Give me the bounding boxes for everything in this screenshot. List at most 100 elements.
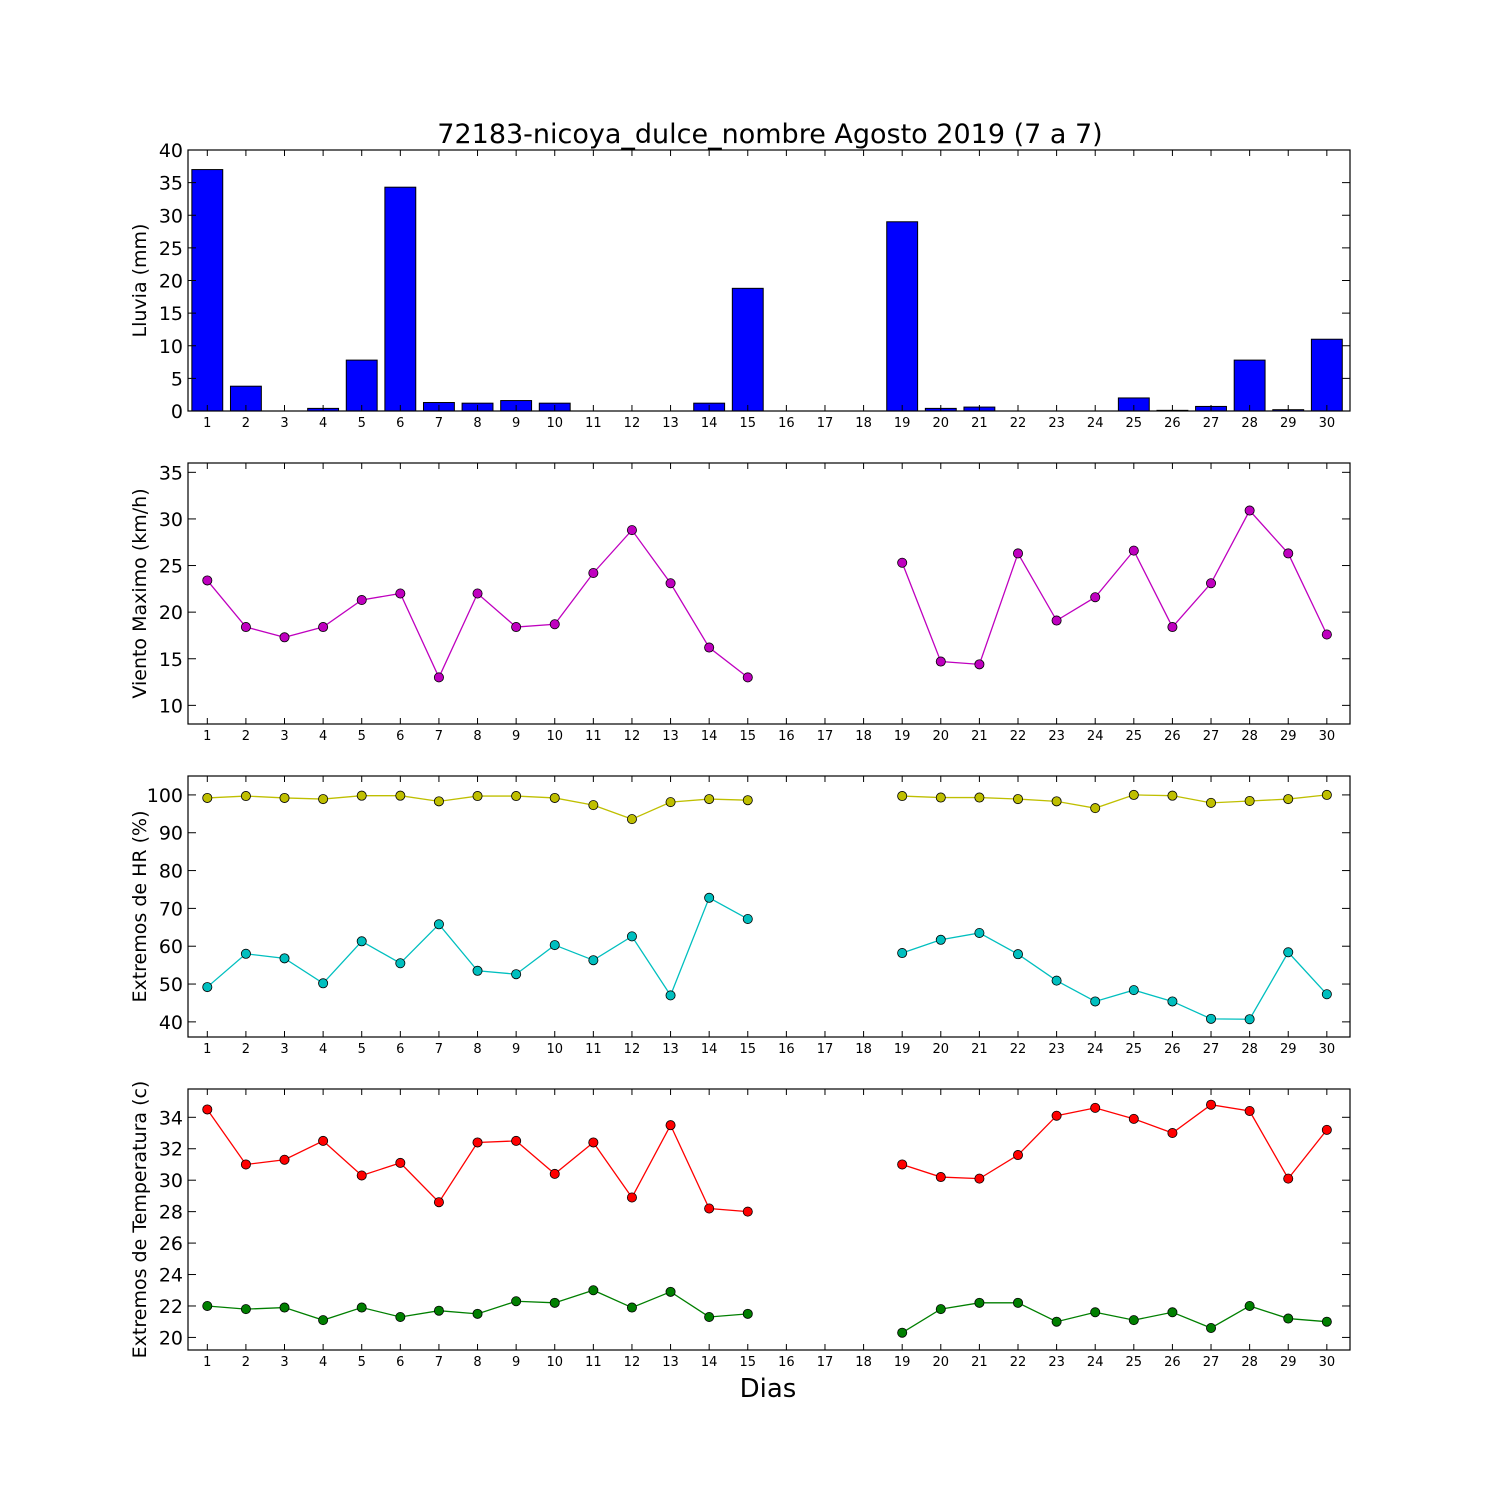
x-tick-label: 26 (1164, 729, 1181, 744)
x-tick-label: 20 (933, 729, 950, 744)
x-tick-label: 30 (1319, 1355, 1336, 1370)
x-tick-label: 28 (1241, 416, 1258, 431)
y-tick-label: 0 (171, 401, 183, 423)
point-day-27 (1206, 797, 1217, 808)
point-day-20 (935, 792, 946, 803)
x-tick-label: 2 (242, 729, 250, 744)
x-tick-label: 8 (473, 1355, 481, 1370)
point-day-20 (935, 656, 946, 667)
series-3-2 (202, 892, 1332, 1025)
y-tick-label: 70 (159, 898, 183, 920)
x-tick-label: 22 (1010, 729, 1027, 744)
x-tick-label: 28 (1241, 729, 1258, 744)
x-tick-label: 11 (585, 1355, 602, 1370)
x-tick-label: 27 (1203, 416, 1220, 431)
series-line (901, 509, 1328, 666)
x-tick-label: 10 (546, 1355, 563, 1370)
x-tick-label: 8 (473, 729, 481, 744)
x-tick-label: 9 (512, 416, 520, 431)
y-tick-label: 10 (159, 336, 183, 358)
x-tick-label: 13 (662, 1042, 679, 1057)
x-tick-label: 20 (933, 1042, 950, 1057)
x-tick-label: 5 (358, 1355, 366, 1370)
x-tick-label: 30 (1319, 729, 1336, 744)
point-day-4 (318, 978, 329, 989)
point-day-1 (202, 1300, 213, 1311)
x-tick-label: 9 (512, 1042, 520, 1057)
point-day-2 (240, 948, 251, 959)
point-day-29 (1283, 947, 1294, 958)
point-day-23 (1051, 1110, 1062, 1121)
x-tick-label: 9 (512, 1355, 520, 1370)
y-tick-label: 35 (159, 462, 183, 484)
y-tick-label: 30 (159, 1170, 183, 1192)
y-tick-label: 20 (159, 271, 183, 293)
point-day-15 (742, 672, 753, 683)
bar-day-6 (384, 186, 417, 412)
x-tick-label: 15 (739, 416, 756, 431)
x-tick-label: 19 (894, 729, 911, 744)
x-tick-label: 11 (585, 416, 602, 431)
x-tick-label: 6 (396, 1355, 404, 1370)
x-tick-label: 5 (358, 416, 366, 431)
x-tick-label: 13 (662, 729, 679, 744)
x-tick-label: 23 (1048, 729, 1065, 744)
point-day-22 (1013, 1297, 1024, 1308)
point-day-21 (974, 792, 985, 803)
point-day-27 (1206, 1013, 1217, 1024)
y-tick-label: 32 (159, 1139, 183, 1161)
point-day-11 (588, 567, 599, 578)
x-tick-label: 27 (1203, 729, 1220, 744)
x-tick-label: 26 (1164, 1355, 1181, 1370)
x-tick-label: 23 (1048, 1355, 1065, 1370)
point-day-12 (626, 1302, 637, 1313)
point-day-24 (1090, 803, 1101, 814)
x-tick-label: 2 (242, 1042, 250, 1057)
point-day-27 (1206, 1322, 1217, 1333)
x-tick-label: 16 (778, 1355, 795, 1370)
point-day-3 (279, 1302, 290, 1313)
point-day-8 (472, 1308, 483, 1319)
x-tick-label: 5 (358, 729, 366, 744)
point-day-3 (279, 953, 290, 964)
point-day-7 (433, 796, 444, 807)
point-day-12 (626, 931, 637, 942)
x-tick-label: 24 (1087, 416, 1104, 431)
point-day-10 (549, 619, 560, 630)
x-tick-label: 14 (701, 416, 718, 431)
point-day-4 (318, 794, 329, 805)
x-tick-label: 1 (203, 416, 211, 431)
x-tick-label: 4 (319, 416, 327, 431)
point-day-21 (974, 927, 985, 938)
point-day-9 (511, 622, 522, 633)
point-day-22 (1013, 1150, 1024, 1161)
point-day-2 (240, 1304, 251, 1315)
x-tick-label: 18 (855, 1042, 872, 1057)
x-tick-label: 21 (971, 1355, 988, 1370)
point-day-2 (240, 622, 251, 633)
point-day-5 (356, 1302, 367, 1313)
point-day-12 (626, 814, 637, 825)
point-day-28 (1244, 505, 1255, 516)
point-day-15 (742, 1308, 753, 1319)
point-day-29 (1283, 1313, 1294, 1324)
y-tick-label: 100 (147, 785, 183, 807)
y-tick-label: 15 (159, 649, 183, 671)
x-tick-label: 25 (1126, 1355, 1143, 1370)
point-day-24 (1090, 592, 1101, 603)
y-tick-label: 90 (159, 823, 183, 845)
y-tick-label: 60 (159, 936, 183, 958)
y-tick-label: 80 (159, 861, 183, 883)
x-tick-label: 29 (1280, 1355, 1297, 1370)
bar-day-15 (731, 287, 764, 412)
x-tick-label: 26 (1164, 1042, 1181, 1057)
point-day-23 (1051, 615, 1062, 626)
point-day-7 (433, 1197, 444, 1208)
point-day-28 (1244, 795, 1255, 806)
point-day-4 (318, 622, 329, 633)
point-day-20 (935, 1172, 946, 1183)
x-tick-label: 21 (971, 416, 988, 431)
point-day-24 (1090, 1102, 1101, 1113)
